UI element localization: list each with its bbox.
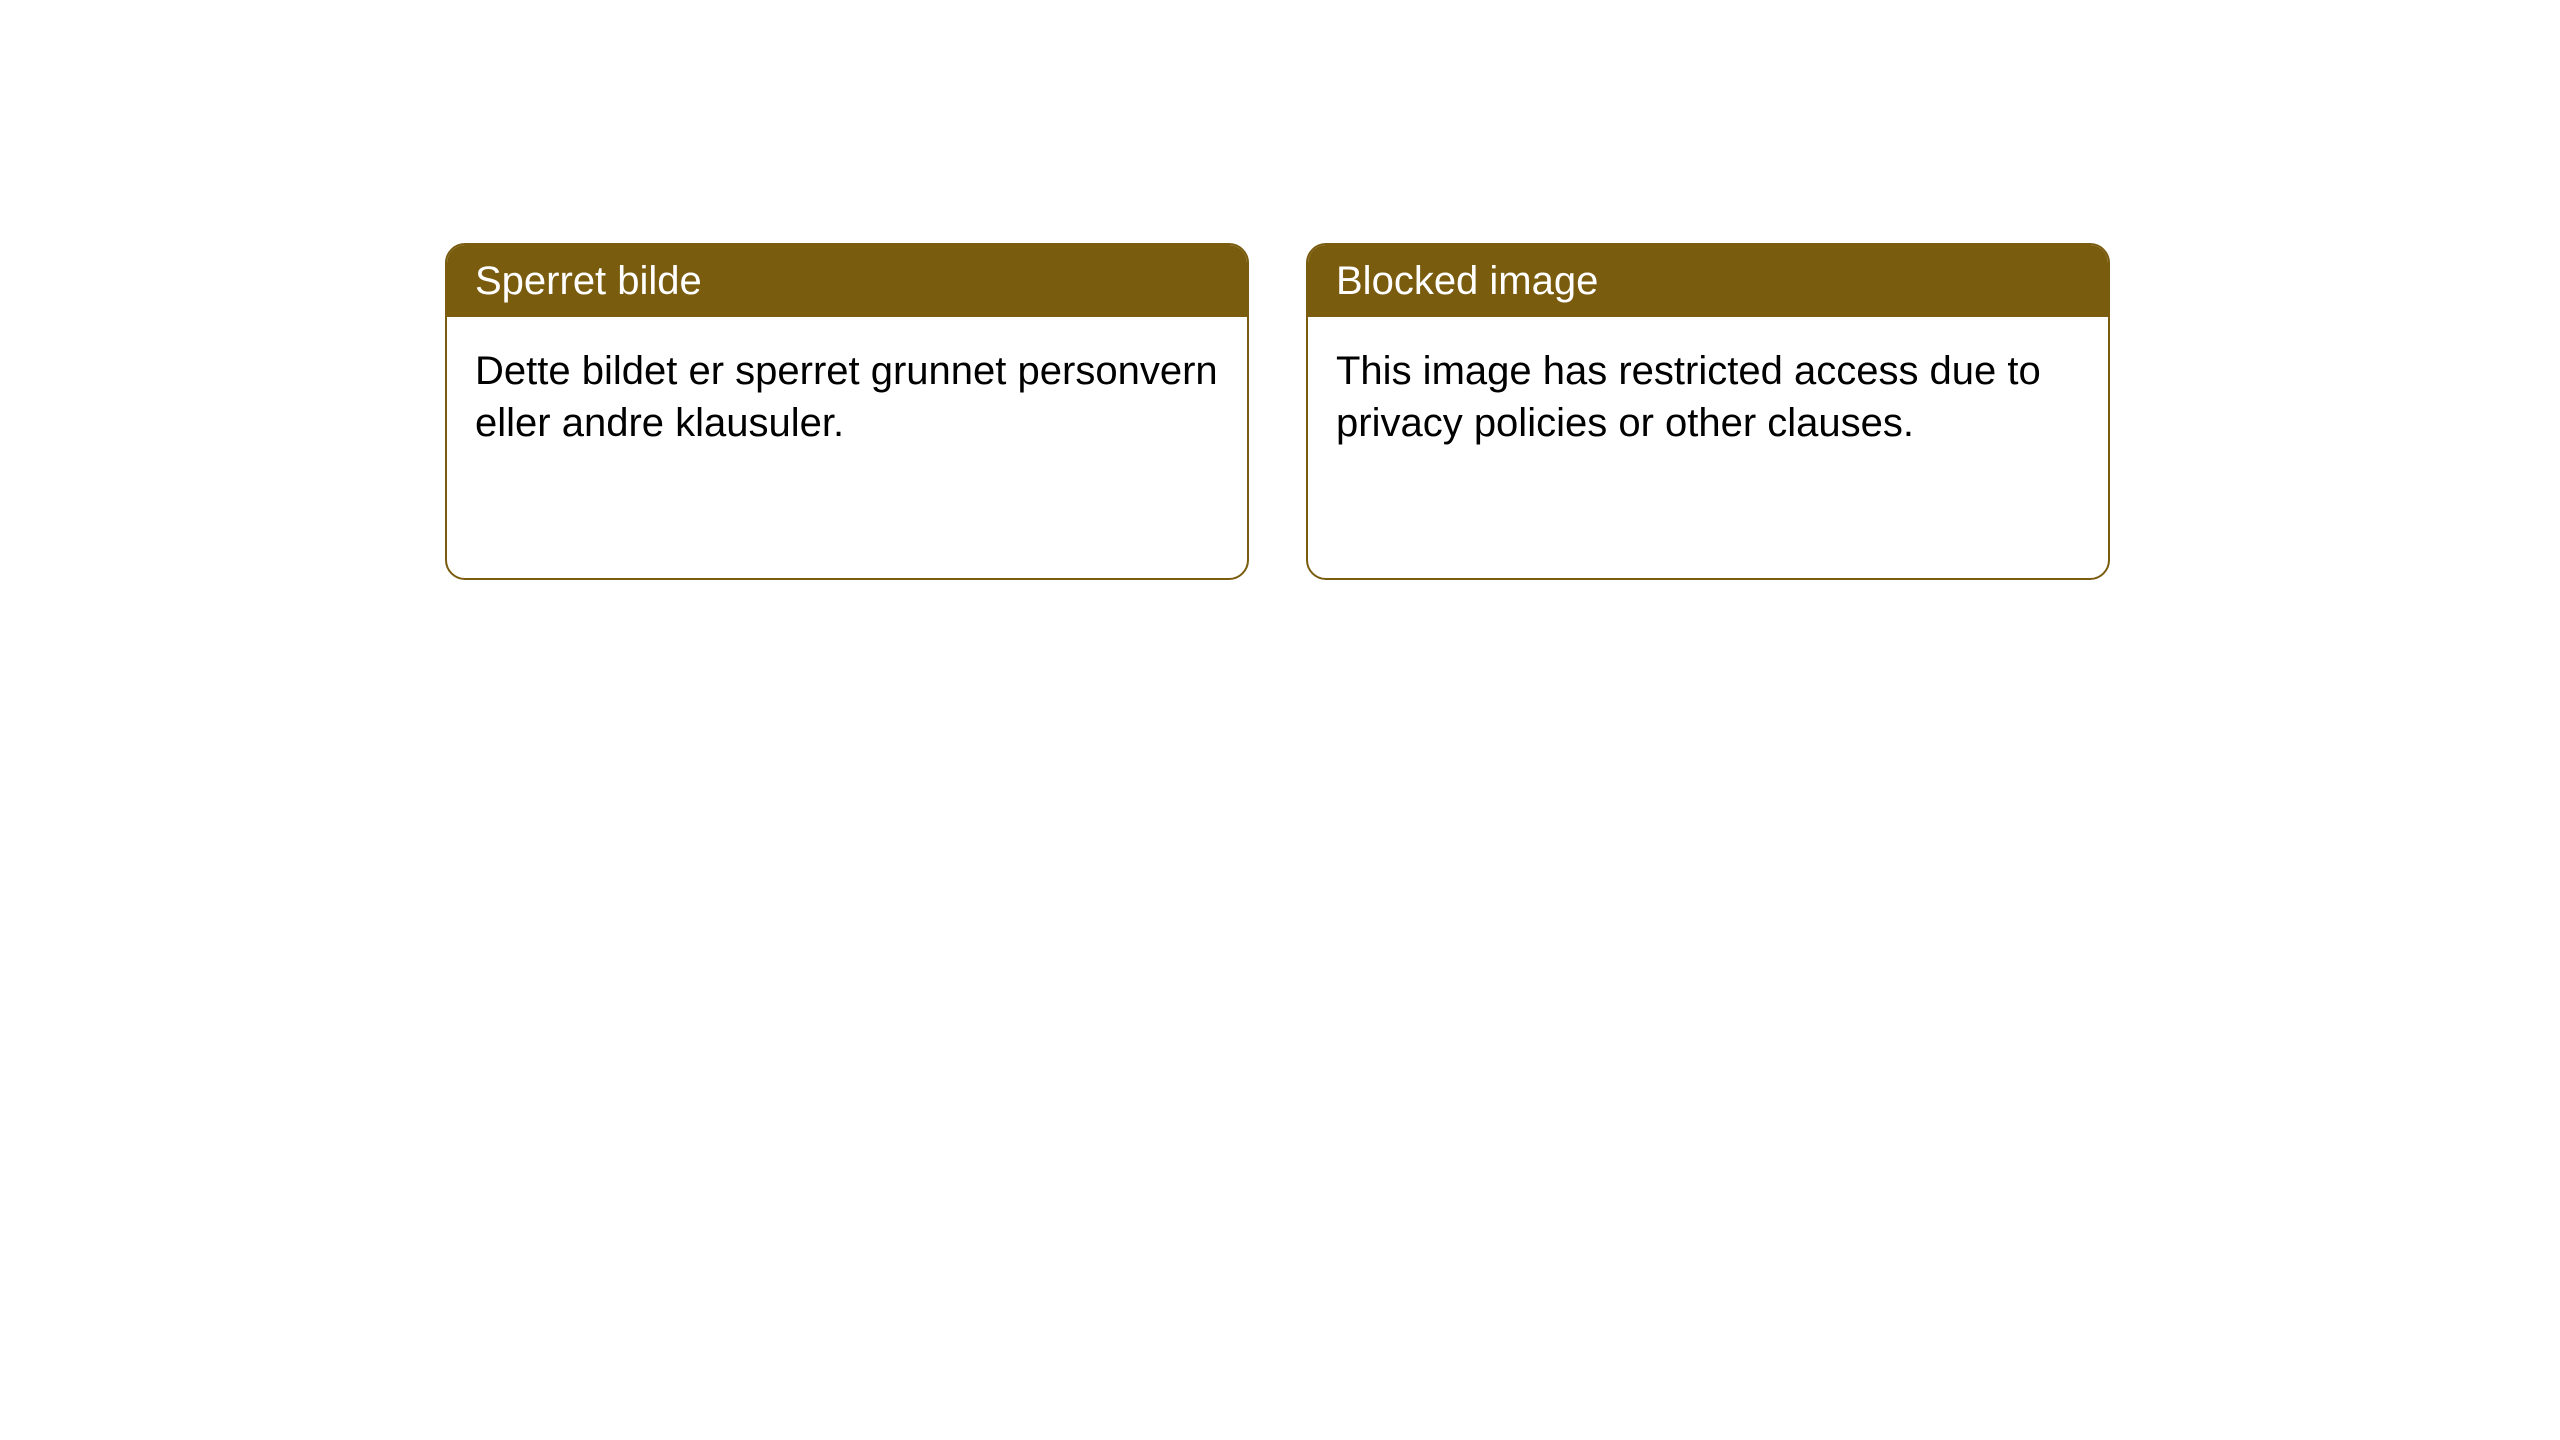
notice-body-text: Dette bildet er sperret grunnet personve… — [475, 349, 1218, 445]
notice-title: Sperret bilde — [475, 259, 702, 303]
notice-container: Sperret bilde Dette bildet er sperret gr… — [0, 0, 2560, 580]
notice-body: This image has restricted access due to … — [1308, 317, 2108, 477]
notice-card-english: Blocked image This image has restricted … — [1306, 243, 2110, 580]
notice-title: Blocked image — [1336, 259, 1598, 303]
notice-body-text: This image has restricted access due to … — [1336, 349, 2041, 445]
notice-header: Sperret bilde — [447, 245, 1247, 317]
notice-card-norwegian: Sperret bilde Dette bildet er sperret gr… — [445, 243, 1249, 580]
notice-body: Dette bildet er sperret grunnet personve… — [447, 317, 1247, 477]
notice-header: Blocked image — [1308, 245, 2108, 317]
